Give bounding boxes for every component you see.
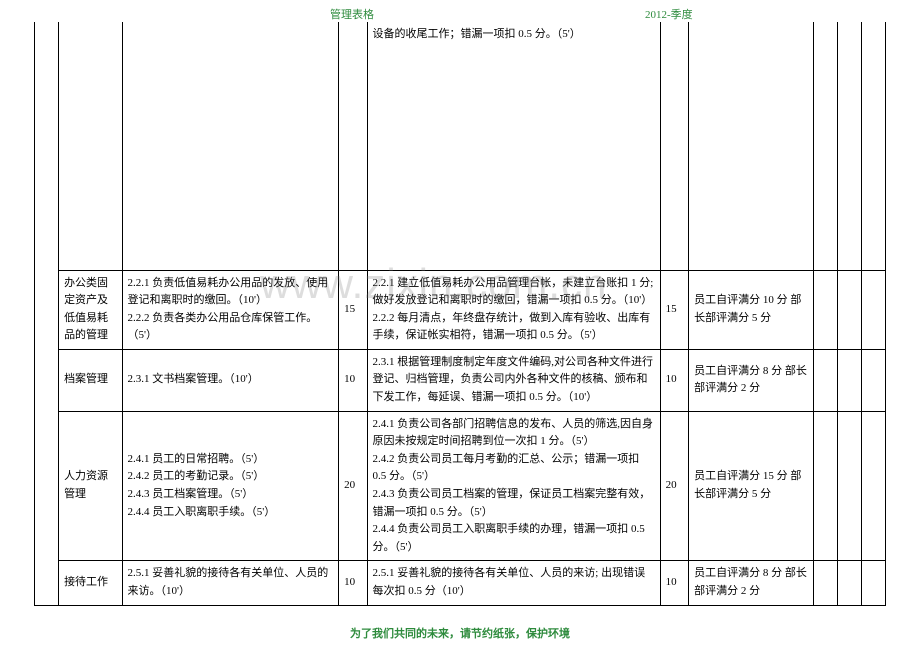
cell-j4	[861, 561, 885, 605]
cell-h3	[813, 411, 837, 561]
table-row: 档案管理 2.3.1 文书档案管理。（10'） 10 2.3.1 根据管理制度制…	[35, 349, 886, 411]
table-row: 设备的收尾工作；错漏一项扣 0.5 分。（5'）	[35, 22, 886, 270]
cell-b2: 档案管理	[59, 349, 122, 411]
cell-d2: 10	[339, 349, 367, 411]
cell-group-a	[35, 22, 59, 605]
management-table: 设备的收尾工作；错漏一项扣 0.5 分。（5'） 办公类固定资产及低值易耗品的管…	[34, 22, 886, 606]
cell-d0	[339, 22, 367, 270]
cell-d3: 20	[339, 411, 367, 561]
cell-i1	[837, 270, 861, 349]
cell-h0	[813, 22, 837, 270]
cell-f3: 20	[660, 411, 688, 561]
table-row: 办公类固定资产及低值易耗品的管理 2.2.1 负责低值易耗办公用品的发放、使用登…	[35, 270, 886, 349]
cell-e3: 2.4.1 负责公司各部门招聘信息的发布、人员的筛选,因自身原因未按规定时间招聘…	[367, 411, 660, 561]
cell-g2: 员工自评满分 8 分 部长部评满分 2 分	[689, 349, 814, 411]
cell-d1: 15	[339, 270, 367, 349]
cell-g0	[689, 22, 814, 270]
cell-b0	[59, 22, 122, 270]
cell-g4: 员工自评满分 8 分 部长部评满分 2 分	[689, 561, 814, 605]
cell-c1: 2.2.1 负责低值易耗办公用品的发放、使用登记和离职时的缴回。（10'） 2.…	[122, 270, 339, 349]
page-footer: 为了我们共同的未来，请节约纸张，保护环境	[0, 625, 920, 641]
cell-c4: 2.5.1 妥善礼貌的接待各有关单位、人员的来访。（10'）	[122, 561, 339, 605]
cell-f0	[660, 22, 688, 270]
cell-f1: 15	[660, 270, 688, 349]
cell-j3	[861, 411, 885, 561]
cell-f2: 10	[660, 349, 688, 411]
header-left: 管理表格	[330, 6, 374, 22]
cell-d4: 10	[339, 561, 367, 605]
cell-e0: 设备的收尾工作；错漏一项扣 0.5 分。（5'）	[367, 22, 660, 270]
header-right: 2012-季度	[645, 6, 693, 22]
table-row: 人力资源管理 2.4.1 员工的日常招聘。（5'） 2.4.2 员工的考勤记录。…	[35, 411, 886, 561]
cell-j0	[861, 22, 885, 270]
cell-h2	[813, 349, 837, 411]
cell-c2: 2.3.1 文书档案管理。（10'）	[122, 349, 339, 411]
cell-b1: 办公类固定资产及低值易耗品的管理	[59, 270, 122, 349]
cell-i3	[837, 411, 861, 561]
cell-j1	[861, 270, 885, 349]
cell-i4	[837, 561, 861, 605]
cell-e4: 2.5.1 妥善礼貌的接待各有关单位、人员的来访; 出现错误每次扣 0.5 分（…	[367, 561, 660, 605]
cell-j2	[861, 349, 885, 411]
cell-e2: 2.3.1 根据管理制度制定年度文件编码,对公司各种文件进行登记、归档管理，负责…	[367, 349, 660, 411]
cell-e1: 2.2.1 建立低值易耗办公用品管理台帐，未建立台账扣 1 分; 做好发放登记和…	[367, 270, 660, 349]
cell-f4: 10	[660, 561, 688, 605]
cell-i0	[837, 22, 861, 270]
cell-i2	[837, 349, 861, 411]
table-row: 接待工作 2.5.1 妥善礼貌的接待各有关单位、人员的来访。（10'） 10 2…	[35, 561, 886, 605]
cell-b4: 接待工作	[59, 561, 122, 605]
page: 管理表格 2012-季度 www.zixin.com.cn 设备的收尾工作；错漏…	[0, 0, 920, 651]
cell-b3: 人力资源管理	[59, 411, 122, 561]
cell-h1	[813, 270, 837, 349]
cell-g1: 员工自评满分 10 分 部长部评满分 5 分	[689, 270, 814, 349]
cell-c0	[122, 22, 339, 270]
table-wrap: 设备的收尾工作；错漏一项扣 0.5 分。（5'） 办公类固定资产及低值易耗品的管…	[34, 22, 886, 615]
cell-g3: 员工自评满分 15 分 部长部评满分 5 分	[689, 411, 814, 561]
cell-h4	[813, 561, 837, 605]
cell-c3: 2.4.1 员工的日常招聘。（5'） 2.4.2 员工的考勤记录。（5'） 2.…	[122, 411, 339, 561]
